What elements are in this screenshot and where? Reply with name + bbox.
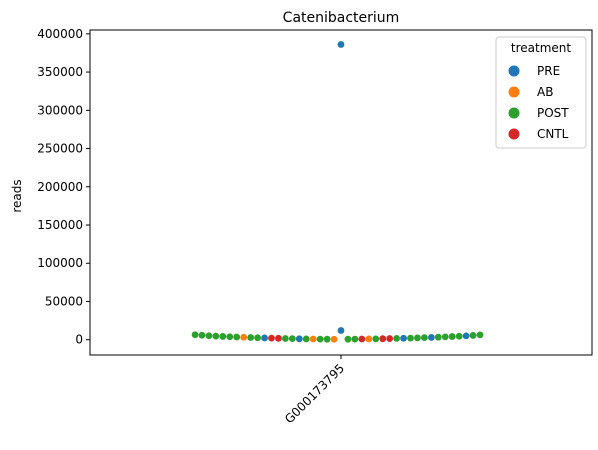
data-point-pre [400,334,407,342]
legend-label-post: POST [537,106,569,120]
data-point-cntl [358,335,366,343]
data-point-post [288,335,296,343]
data-point-post [441,333,449,341]
legend: treatment PRE AB POST CNTL [495,36,587,149]
data-points [191,41,484,343]
y-tick-label: 250000 [37,142,83,156]
y-tick-label: 50000 [45,294,83,308]
data-point-pre [462,332,470,340]
data-point-cntl [268,334,275,342]
x-axis-ticks: G000173795 [282,355,347,426]
data-point-post [434,333,442,341]
data-point-post [282,335,289,342]
data-point-post [393,335,400,342]
data-point-post [191,331,199,339]
legend-frame [495,36,587,149]
y-tick-label: 150000 [37,218,83,232]
data-point-ab [330,335,338,343]
y-axis-label: reads [10,179,24,212]
data-point-post [469,332,477,339]
legend-label-ab: AB [537,85,553,99]
data-point-post [302,335,310,343]
data-point-ab [365,335,373,343]
data-point-post [414,334,421,342]
legend-label-pre: PRE [537,64,560,78]
data-point-post [205,332,213,340]
legend-marker-post [508,107,520,119]
x-tick-label: G000173795 [282,361,347,426]
legend-marker-pre [508,65,520,77]
data-point-post [219,333,227,340]
y-tick-label: 350000 [37,65,83,79]
data-point-ab [309,335,317,343]
data-point-pre [427,334,435,341]
data-point-post [254,334,261,342]
data-point-post [344,335,352,343]
data-point-post [233,333,241,341]
data-point-post [198,331,206,339]
data-point-post [476,331,484,339]
data-point-post [247,334,255,341]
legend-title: treatment [511,41,571,55]
data-point-post [448,333,456,340]
y-tick-label: 400000 [37,27,83,41]
data-point-pre [337,327,345,334]
legend-marker-ab [508,86,520,98]
data-point-post [421,334,428,342]
data-point-post [226,333,234,341]
data-point-cntl [386,335,394,342]
data-point-post [351,335,359,343]
data-point-post [407,334,414,342]
data-point-post [316,335,324,343]
data-point-pre [261,334,268,342]
y-tick-label: 0 [75,333,83,347]
chart-title: Catenibacterium [283,10,400,26]
y-tick-label: 300000 [37,103,83,117]
data-point-cntl [275,334,282,342]
y-tick-label: 100000 [37,256,83,270]
data-point-post [455,332,463,340]
legend-label-cntl: CNTL [537,127,569,141]
data-point-post [372,335,380,343]
data-point-pre [337,41,345,48]
data-point-ab [240,333,248,341]
data-point-cntl [379,335,387,343]
data-point-post [323,335,331,343]
data-point-pre [295,335,303,343]
data-point-post [212,332,220,340]
y-axis-ticks: 0 50000 100000 150000 200000 250000 300000 3500… [37,27,90,347]
plot-frame [89,29,593,356]
legend-marker-cntl [508,128,520,140]
y-tick-label: 200000 [37,180,83,194]
